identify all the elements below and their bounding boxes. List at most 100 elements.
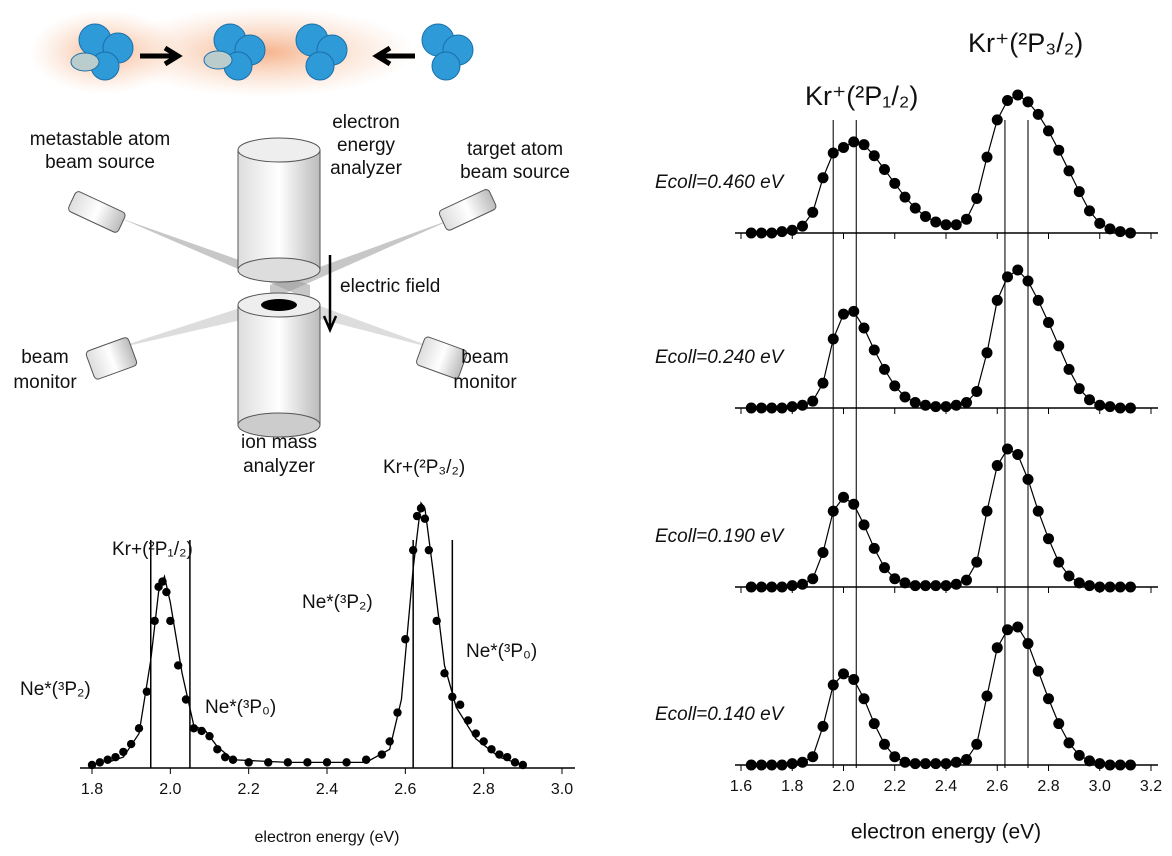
data-point <box>909 202 921 214</box>
data-point <box>991 114 1003 126</box>
data-point <box>1002 95 1013 107</box>
diagram-label: electric field <box>340 276 440 297</box>
peak-header: Kr⁺(²P₁/₂) <box>805 81 918 111</box>
data-point <box>1053 144 1065 156</box>
data-point <box>899 191 911 203</box>
data-point <box>797 578 808 590</box>
data-point <box>1084 205 1095 217</box>
data-point <box>361 755 371 764</box>
diagram-label: beam <box>21 347 69 368</box>
data-point <box>848 136 860 148</box>
data-point <box>1053 718 1065 730</box>
data-point <box>950 756 962 768</box>
data-point <box>827 505 839 517</box>
data-point <box>142 687 152 696</box>
data-point <box>961 213 972 225</box>
data-point <box>173 661 183 670</box>
data-point <box>1125 759 1136 771</box>
data-point <box>401 635 410 644</box>
data-point <box>879 164 890 176</box>
data-point <box>991 460 1003 472</box>
x-tick-label: 2.8 <box>1037 778 1059 795</box>
data-point <box>858 519 870 531</box>
x-tick-label: 2.6 <box>394 781 416 798</box>
data-point <box>1104 401 1116 413</box>
data-point <box>342 758 351 767</box>
data-point <box>448 692 457 702</box>
data-point <box>1094 581 1106 593</box>
data-point <box>838 308 849 320</box>
data-point <box>909 396 921 408</box>
data-point <box>264 758 273 767</box>
data-point <box>1022 638 1034 650</box>
data-point <box>1073 577 1085 589</box>
data-point <box>756 227 767 239</box>
x-tick-label: 2.6 <box>986 778 1008 795</box>
data-point <box>776 226 788 238</box>
data-point <box>495 750 504 759</box>
data-point <box>930 216 942 228</box>
data-point <box>776 759 788 771</box>
data-point <box>1022 96 1034 108</box>
data-point <box>745 759 757 771</box>
x-tick-label: 2.2 <box>884 778 906 795</box>
data-point <box>920 580 931 592</box>
data-point <box>197 726 206 736</box>
data-point <box>971 556 983 568</box>
data-point <box>797 220 808 232</box>
data-point <box>848 305 860 317</box>
data-point <box>745 402 757 414</box>
data-point <box>838 491 849 503</box>
data-point <box>1043 316 1054 328</box>
x-tick-label: 3.0 <box>1089 778 1111 795</box>
diagram-label: metastable atom <box>30 129 170 150</box>
x-axis-label: electron energy (eV) <box>851 821 1041 844</box>
data-point <box>393 708 402 717</box>
data-point <box>1043 533 1054 545</box>
data-point <box>1114 581 1126 593</box>
data-point <box>848 673 860 685</box>
data-point <box>1063 737 1075 749</box>
annotation: Kr+(²P₃/₂) <box>383 457 465 478</box>
x-tick-label: 2.8 <box>473 781 495 798</box>
fit-line <box>751 269 1131 409</box>
data-point <box>950 399 962 411</box>
data-point <box>899 577 911 589</box>
data-point <box>766 759 778 771</box>
data-point <box>899 756 911 768</box>
data-point <box>1073 186 1085 198</box>
data-point <box>1125 227 1136 239</box>
data-point <box>166 616 175 626</box>
data-point <box>220 752 230 762</box>
diagram-label: monitor <box>13 372 77 393</box>
data-point <box>879 738 890 750</box>
data-point <box>1073 749 1085 761</box>
data-point <box>950 578 962 590</box>
data-point <box>817 377 829 389</box>
data-point <box>1114 759 1126 771</box>
data-point <box>408 545 418 555</box>
data-point <box>981 505 993 517</box>
diagram-label: beam source <box>45 152 155 173</box>
data-point <box>181 695 191 704</box>
annotation: Ne*(³P₂) <box>302 592 373 613</box>
data-point <box>766 581 778 593</box>
data-point <box>1094 217 1106 229</box>
diagram-label: beam source <box>460 162 570 183</box>
data-point <box>1114 226 1126 238</box>
data-point <box>1002 443 1013 455</box>
data-point <box>228 755 238 764</box>
panel-label: Ecoll=0.460 eV <box>655 172 786 193</box>
data-point <box>1084 394 1095 406</box>
x-tick-label: 3.2 <box>1140 778 1162 795</box>
data-point <box>756 581 767 593</box>
data-point <box>858 322 870 334</box>
data-point <box>1125 402 1136 414</box>
peak-header: Kr⁺(²P₃/₂) <box>968 28 1083 58</box>
data-point <box>244 758 253 767</box>
orbital-illustration <box>30 7 474 97</box>
data-point <box>134 724 144 733</box>
data-point <box>848 498 860 510</box>
x-tick-label: 2.4 <box>935 778 957 795</box>
